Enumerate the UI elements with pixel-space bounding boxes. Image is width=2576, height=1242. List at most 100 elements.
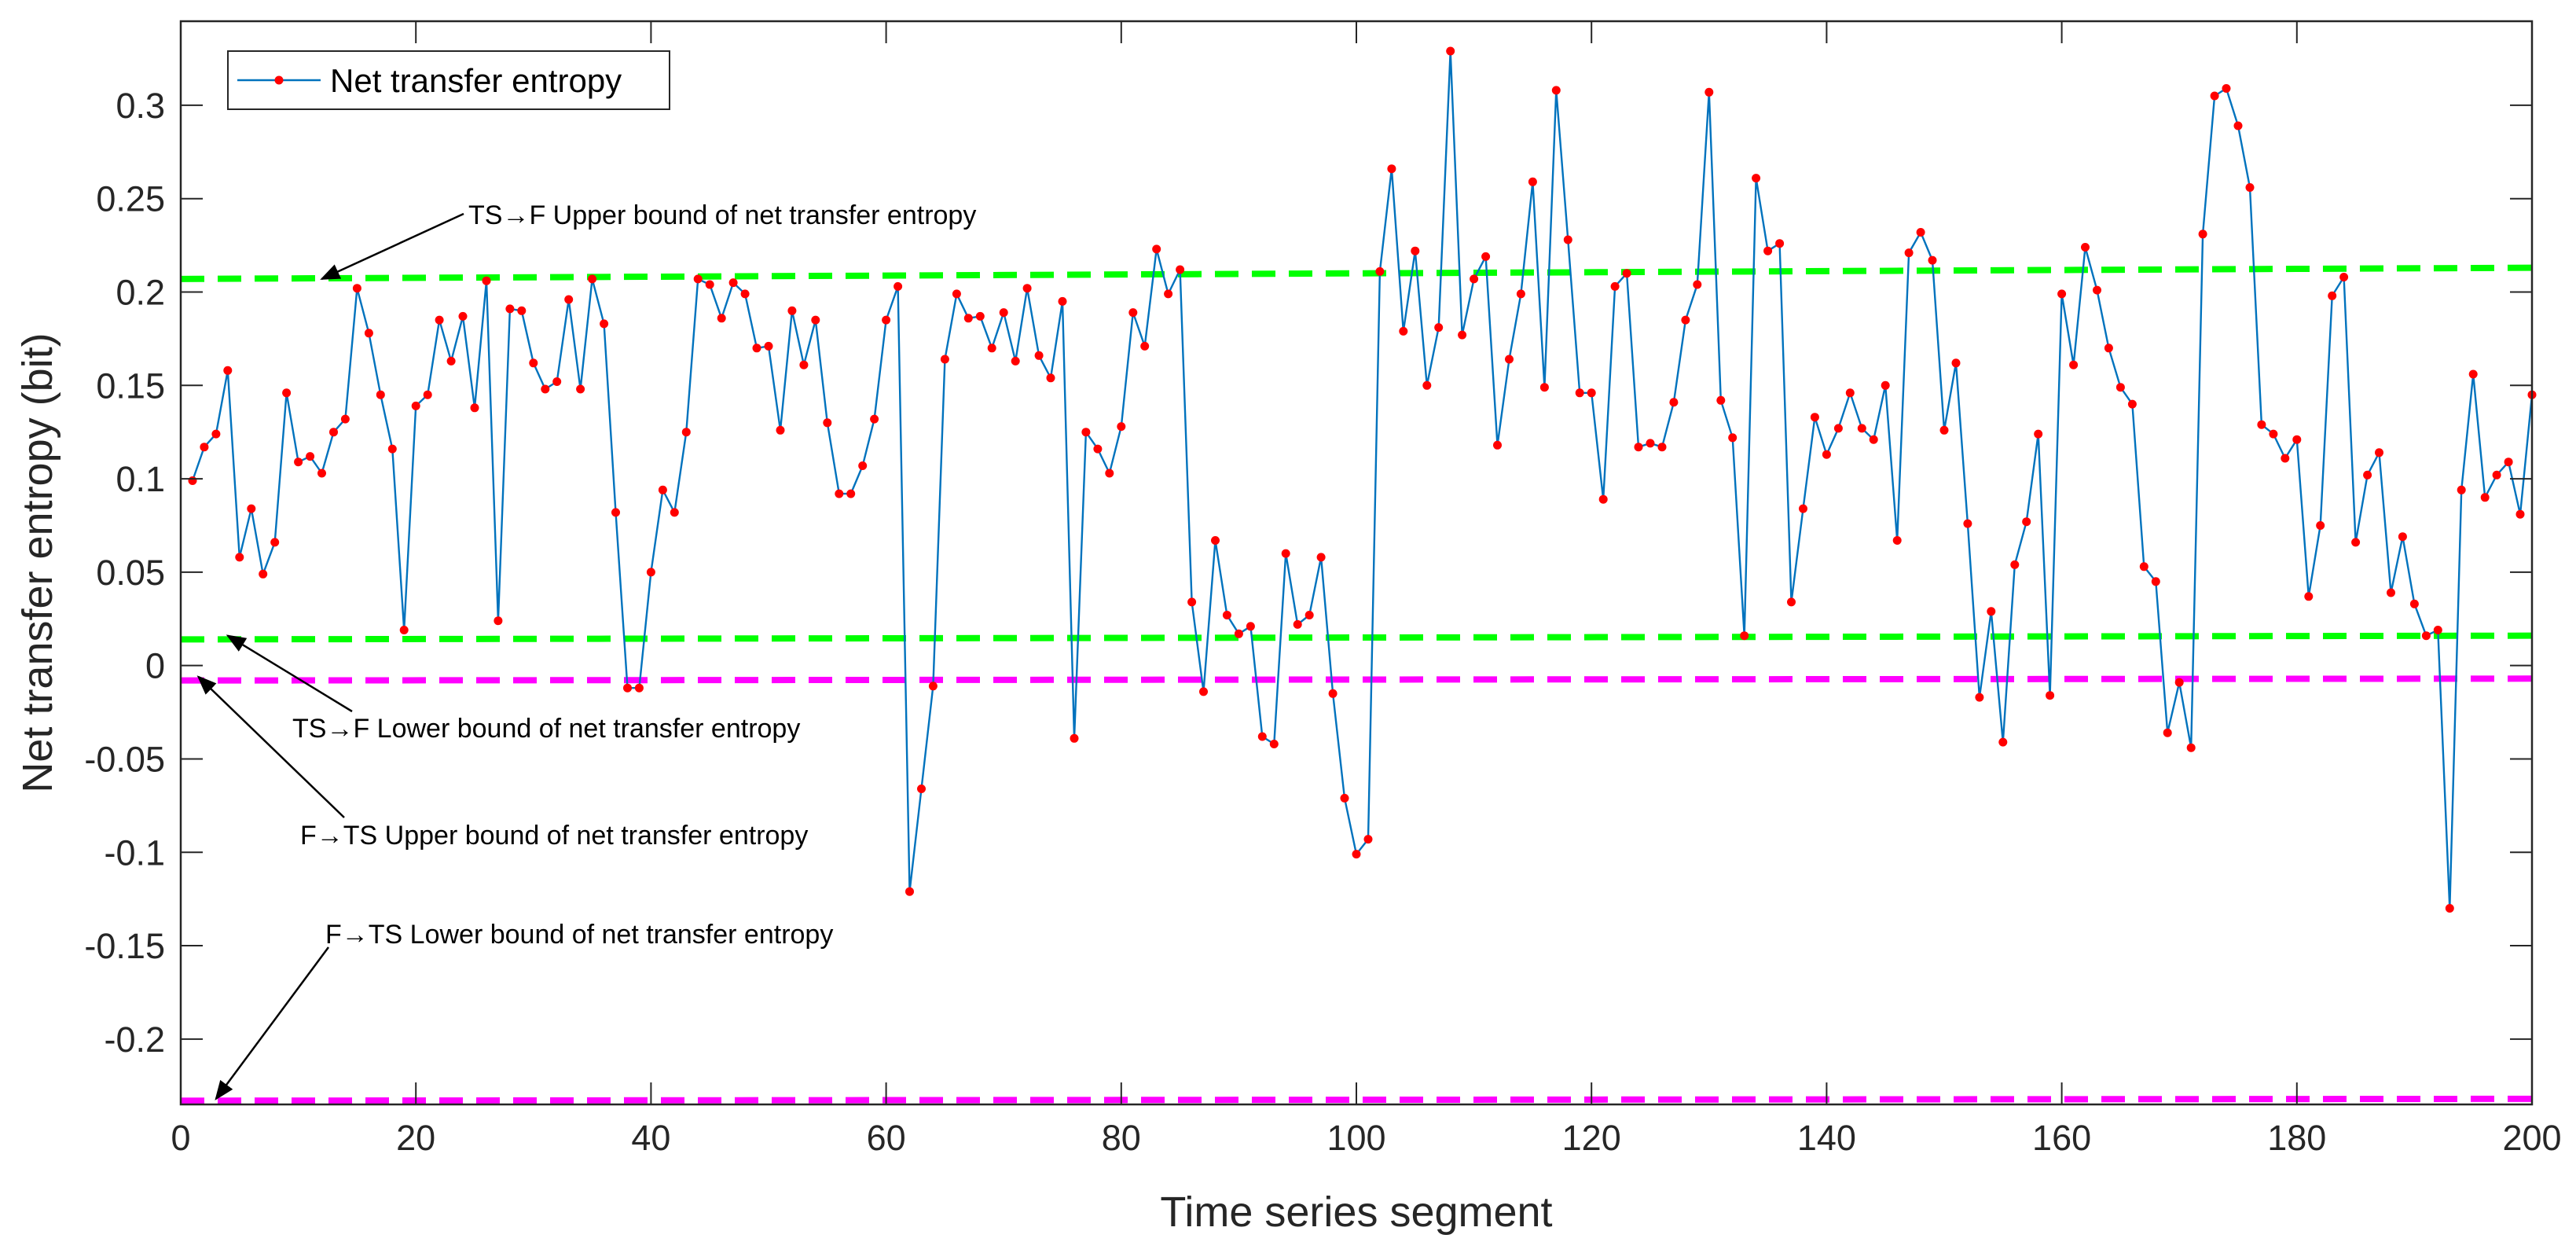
data-point: [2504, 457, 2513, 467]
data-point: [1269, 740, 1279, 748]
data-point: [1775, 239, 1785, 248]
y-tick-label: 0.15: [96, 366, 165, 406]
annotation-label: F→TS Upper bound of net transfer entropy: [300, 821, 808, 851]
data-point: [2457, 485, 2466, 494]
data-point: [470, 403, 479, 413]
data-point: [823, 418, 832, 428]
data-point: [2421, 631, 2431, 641]
data-point: [1481, 252, 1491, 261]
annotation-arrow: [215, 946, 330, 1101]
x-tick-label: 140: [1797, 1118, 1856, 1158]
data-point: [963, 314, 973, 323]
annotation-arrow: [196, 675, 345, 818]
data-point: [482, 276, 491, 285]
y-tick-label: 0.3: [116, 86, 165, 126]
data-point: [2057, 289, 2067, 299]
data-point: [1176, 265, 1185, 274]
data-point: [364, 329, 373, 338]
data-point: [387, 444, 397, 454]
data-point: [658, 485, 667, 494]
data-point: [1434, 323, 1444, 333]
x-tick-label: 20: [396, 1118, 435, 1158]
data-point: [1740, 631, 1749, 641]
data-point: [1105, 469, 1114, 478]
data-point: [1916, 228, 1925, 237]
data-point: [1704, 87, 1714, 97]
data-point: [552, 377, 562, 386]
data-point: [1022, 284, 1032, 293]
data-point: [999, 308, 1008, 318]
data-point: [764, 341, 773, 351]
data-point: [1951, 358, 1961, 368]
data-point: [1305, 611, 1314, 619]
x-tick-label: 160: [2032, 1118, 2091, 1158]
data-point: [952, 289, 961, 299]
data-point: [1575, 388, 1584, 398]
annotation-label: TS→F Lower bound of net transfer entropy: [292, 714, 800, 744]
data-point: [2151, 577, 2160, 586]
data-point: [259, 569, 268, 579]
annotation-label: F→TS Lower bound of net transfer entropy: [325, 920, 833, 950]
data-point: [1352, 850, 1361, 859]
data-point: [1199, 687, 1208, 696]
data-point: [1246, 622, 1255, 631]
data-point: [1446, 46, 1455, 56]
data-point: [1998, 737, 2008, 747]
data-point: [917, 785, 926, 793]
y-tick-label: 0: [145, 646, 165, 686]
bound-line-1: [180, 264, 2533, 282]
data-point: [329, 428, 338, 437]
legend: Net transfer entropy: [227, 50, 670, 110]
data-point: [2339, 273, 2349, 281]
data-point: [2046, 691, 2055, 700]
data-point: [846, 489, 856, 498]
data-point: [670, 508, 679, 517]
data-point: [1411, 246, 1420, 255]
data-point: [458, 311, 468, 321]
data-point: [987, 344, 996, 353]
data-point: [1657, 443, 1667, 452]
data-point: [693, 274, 703, 284]
series-layer: [188, 46, 2537, 913]
data-point: [1563, 235, 1572, 244]
data-point: [306, 452, 315, 461]
data-point: [2492, 470, 2501, 480]
data-point: [1763, 246, 1773, 255]
x-tick-label: 100: [1327, 1118, 1385, 1158]
data-point: [1516, 289, 1525, 299]
y-tick-label: -0.15: [84, 926, 165, 966]
data-point: [2093, 285, 2101, 295]
data-point: [776, 425, 785, 435]
data-point: [2010, 560, 2020, 569]
legend-marker-sample: [274, 75, 284, 85]
data-point: [188, 476, 197, 485]
y-tick-label: 0.2: [116, 273, 165, 313]
data-point: [646, 568, 655, 577]
data-point: [1928, 255, 1937, 265]
data-point: [1669, 398, 1679, 407]
data-point: [1081, 428, 1091, 437]
series-line: [191, 50, 2534, 909]
data-point: [2480, 493, 2490, 502]
data-point: [1822, 450, 1831, 459]
data-point: [1422, 380, 1432, 390]
data-point: [1117, 422, 1126, 432]
data-point: [1034, 351, 1044, 360]
data-point: [446, 356, 456, 366]
data-point: [882, 315, 891, 325]
legend-label: Net transfer entropy: [330, 62, 622, 99]
data-point: [1363, 835, 1373, 844]
data-point: [1164, 289, 1173, 299]
data-point: [1070, 733, 1079, 743]
data-point: [294, 457, 303, 467]
data-point: [1845, 388, 1855, 398]
data-point: [1539, 383, 1549, 392]
data-point: [1187, 597, 1197, 607]
data-point: [2186, 743, 2196, 752]
data-point: [576, 384, 585, 394]
data-point: [1458, 330, 1467, 340]
data-point: [1622, 269, 1631, 278]
data-point: [1598, 494, 1608, 504]
data-point: [799, 360, 809, 369]
